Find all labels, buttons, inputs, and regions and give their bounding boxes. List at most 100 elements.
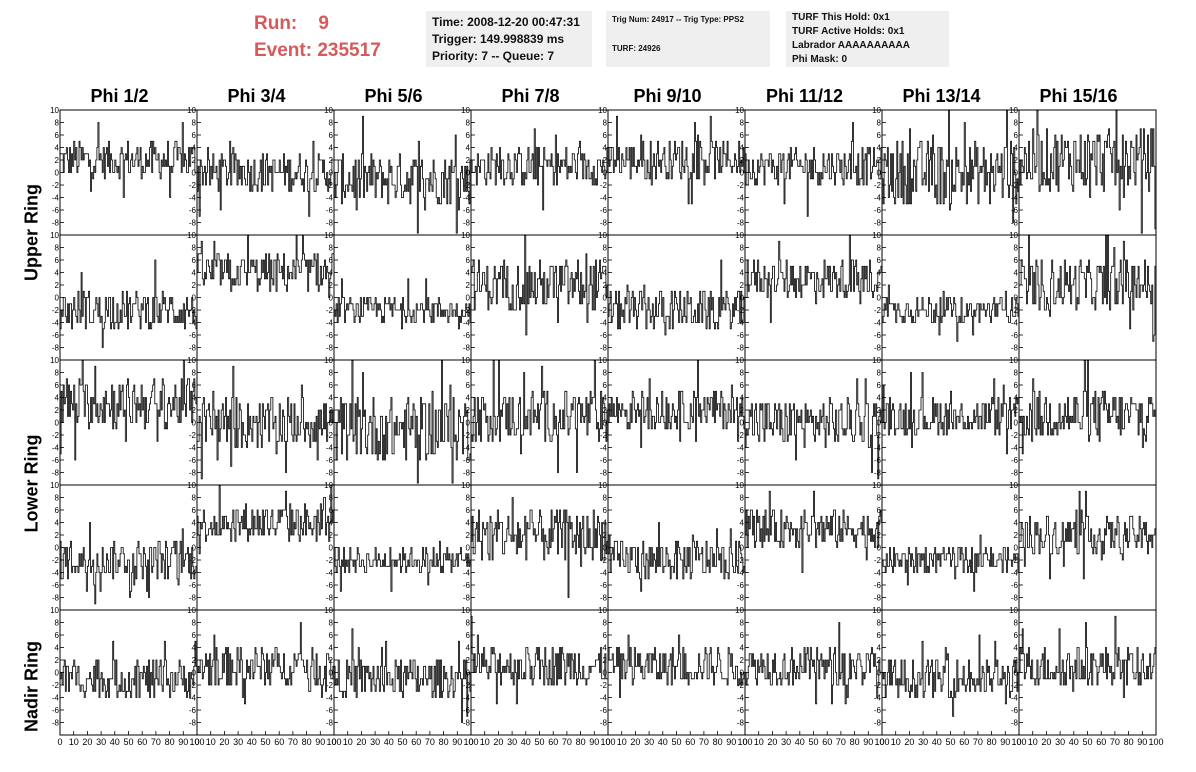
x-tick-label: 60 xyxy=(274,737,284,747)
x-tick-label: 100 xyxy=(1148,737,1163,747)
y-tick-label: -6 xyxy=(326,456,334,465)
y-tick-label: 8 xyxy=(740,244,745,253)
y-tick-label: 4 xyxy=(1014,394,1019,403)
panel-frame xyxy=(470,484,609,611)
x-tick-label: 80 xyxy=(987,737,997,747)
waveform-trace xyxy=(745,622,883,705)
y-tick-label: -4 xyxy=(463,444,471,453)
y-tick-label: -8 xyxy=(737,344,745,353)
x-tick-label: 50 xyxy=(534,737,544,747)
phi-title-5-6: Phi 5/6 xyxy=(364,86,423,106)
y-tick-label: -6 xyxy=(52,581,60,590)
y-tick-label: 4 xyxy=(329,644,334,653)
y-tick-label: 2 xyxy=(877,656,882,665)
x-tick-label: 40 xyxy=(932,737,942,747)
y-tick-label: 10 xyxy=(1009,106,1018,115)
y-tick-label: 4 xyxy=(1014,519,1019,528)
y-tick-label: 8 xyxy=(329,244,334,253)
x-tick-label: 60 xyxy=(411,737,421,747)
x-tick-label: 90 xyxy=(452,737,462,747)
x-tick-label: 0 xyxy=(879,737,884,747)
y-tick-label: 0 xyxy=(1014,169,1019,178)
y-tick-label: -2 xyxy=(600,306,608,315)
y-tick-label: 6 xyxy=(877,256,882,265)
y-tick-label: 8 xyxy=(55,244,60,253)
y-tick-label: 0 xyxy=(466,294,471,303)
y-tick-label: 2 xyxy=(740,656,745,665)
y-tick-label: 6 xyxy=(1014,131,1019,140)
y-tick-label: 4 xyxy=(877,644,882,653)
y-tick-label: -4 xyxy=(1011,694,1019,703)
y-tick-label: 6 xyxy=(1014,381,1019,390)
y-tick-label: -2 xyxy=(1011,431,1019,440)
x-tick-label: 70 xyxy=(288,737,298,747)
y-tick-label: 8 xyxy=(329,494,334,503)
y-tick-label: -2 xyxy=(463,431,471,440)
waveform-panel: 10 8 6 4 2 0 -2 -4 -6 -8 xyxy=(187,356,335,486)
y-tick-label: -4 xyxy=(189,444,197,453)
y-tick-label: -6 xyxy=(463,706,471,715)
y-tick-label: -6 xyxy=(600,581,608,590)
y-tick-label: 8 xyxy=(329,369,334,378)
y-tick-label: 4 xyxy=(329,394,334,403)
event-value: 235517 xyxy=(317,40,381,61)
x-tick-label: 10 xyxy=(891,737,901,747)
y-tick-label: 6 xyxy=(192,131,197,140)
y-tick-label: 8 xyxy=(1014,369,1019,378)
panel-frame xyxy=(881,484,1020,611)
y-tick-label: 2 xyxy=(877,406,882,415)
y-tick-label: -4 xyxy=(52,194,60,203)
waveform-trace xyxy=(197,485,335,555)
y-tick-label: 10 xyxy=(461,606,470,615)
y-tick-label: 6 xyxy=(603,381,608,390)
x-tick-label: 70 xyxy=(151,737,161,747)
y-tick-label: -4 xyxy=(1011,569,1019,578)
y-tick-label: 10 xyxy=(187,481,196,490)
y-tick-label: 10 xyxy=(50,481,59,490)
y-tick-label: 6 xyxy=(603,131,608,140)
x-tick-label: 90 xyxy=(315,737,325,747)
y-tick-label: -4 xyxy=(463,694,471,703)
y-tick-label: -6 xyxy=(874,706,882,715)
y-tick-label: -6 xyxy=(874,581,882,590)
waveform-panel: 10 8 6 4 2 0 -2 -4 -6 -8 xyxy=(461,106,609,236)
y-tick-label: -8 xyxy=(874,469,882,478)
y-tick-label: 8 xyxy=(877,619,882,628)
run-event-header: Run: 9 Event: 235517 xyxy=(254,10,381,64)
x-tick-label: 60 xyxy=(548,737,558,747)
trig-num-box: Trig Num: 24917 -- Trig Type: PPS2 TURF:… xyxy=(606,11,770,67)
y-tick-label: 8 xyxy=(329,119,334,128)
y-tick-label: -8 xyxy=(52,594,60,603)
y-tick-label: 8 xyxy=(877,494,882,503)
waveform-panel: 10 8 6 4 2 0 -2 -4 -6 -8 xyxy=(598,356,746,486)
waveform-trace xyxy=(197,622,334,705)
y-tick-label: 4 xyxy=(603,144,608,153)
event-label: Event: xyxy=(254,40,313,61)
y-tick-label: 4 xyxy=(877,394,882,403)
y-tick-label: -4 xyxy=(600,194,608,203)
priority-text: Priority: 7 -- Queue: 7 xyxy=(432,49,555,63)
waveform-trace xyxy=(608,522,746,592)
y-tick-label: -4 xyxy=(737,194,745,203)
y-tick-label: 4 xyxy=(740,394,745,403)
panel-frame xyxy=(881,359,1020,486)
panel-frame xyxy=(59,234,198,361)
y-tick-label: -4 xyxy=(874,194,882,203)
y-tick-label: 6 xyxy=(192,506,197,515)
y-tick-label: 0 xyxy=(877,294,882,303)
y-tick-label: 10 xyxy=(598,356,607,365)
y-tick-label: -6 xyxy=(326,331,334,340)
y-tick-label: -8 xyxy=(874,719,882,728)
y-tick-label: -4 xyxy=(326,694,334,703)
y-tick-label: -8 xyxy=(600,594,608,603)
waveform-panel: 10 8 6 4 2 0 -2 -4 -6 -8 xyxy=(461,356,609,486)
y-tick-label: 0 xyxy=(55,169,60,178)
y-tick-label: -4 xyxy=(1011,194,1019,203)
x-tick-label: 0 xyxy=(331,737,336,747)
y-tick-label: -4 xyxy=(600,444,608,453)
x-tick-label: 0 xyxy=(57,737,62,747)
waveform-trace xyxy=(197,140,334,217)
time-text: Time: 2008-12-20 00:47:31 xyxy=(432,15,580,29)
